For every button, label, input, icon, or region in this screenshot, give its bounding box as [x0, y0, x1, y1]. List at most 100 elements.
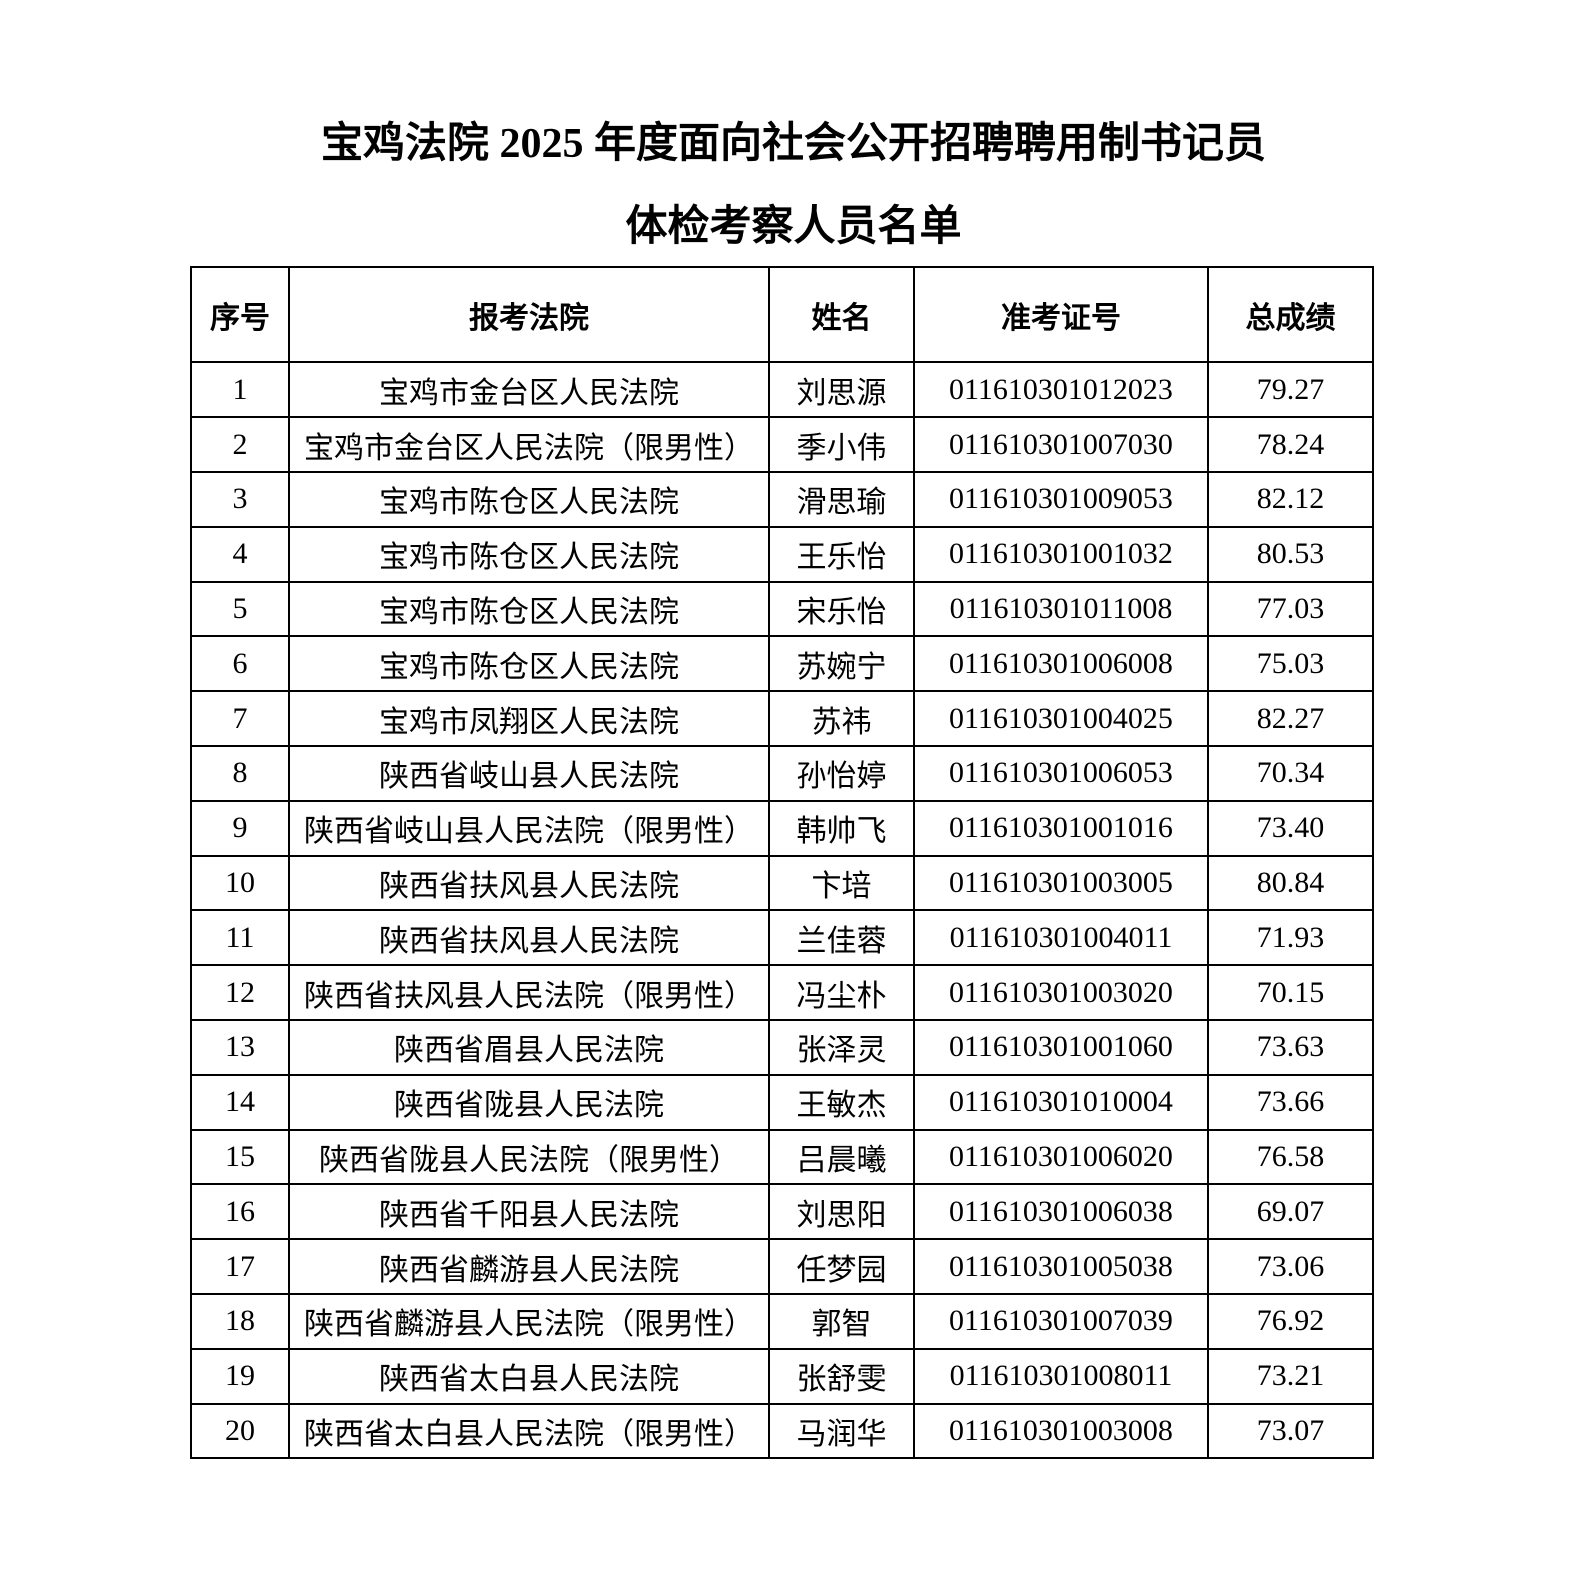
cell-name: 兰佳蓉	[768, 909, 915, 967]
cell-ticket-number: 011610301006038	[913, 1183, 1209, 1241]
table-row: 18 陕西省麟游县人民法院（限男性） 郭智 011610301007039 76.92	[190, 1292, 1374, 1350]
cell-score: 69.07	[1207, 1183, 1374, 1241]
cell-court: 宝鸡市陈仓区人民法院	[288, 635, 770, 693]
cell-score: 82.12	[1207, 470, 1374, 528]
table-row: 3 宝鸡市陈仓区人民法院 滑思瑜 011610301009053 82.12	[190, 470, 1374, 528]
cell-serial-number: 12	[190, 964, 290, 1021]
cell-serial-number: 16	[190, 1183, 290, 1241]
table-row: 9 陕西省岐山县人民法院（限男性） 韩帅飞 011610301001016 73.40	[190, 799, 1374, 857]
cell-score: 73.06	[1207, 1238, 1374, 1295]
cell-serial-number: 2	[190, 416, 290, 473]
cell-name: 孙怡婷	[768, 744, 915, 802]
cell-score: 82.27	[1207, 690, 1374, 747]
cell-serial-number: 18	[190, 1292, 290, 1350]
table-row: 16 陕西省千阳县人民法院 刘思阳 011610301006038 69.07	[190, 1183, 1374, 1241]
cell-court: 宝鸡市凤翔区人民法院	[288, 690, 770, 747]
page-title-line-1: 宝鸡法院 2025 年度面向社会公开招聘聘用制书记员	[320, 121, 1266, 167]
cell-ticket-number: 011610301003005	[913, 854, 1209, 912]
table-row: 8 陕西省岐山县人民法院 孙怡婷 011610301006053 70.34	[190, 744, 1374, 802]
cell-name: 韩帅飞	[768, 799, 915, 857]
cell-ticket-number: 011610301007039	[913, 1292, 1209, 1350]
cell-ticket-number: 011610301003008	[913, 1402, 1209, 1460]
table-row: 14 陕西省陇县人民法院 王敏杰 011610301010004 73.66	[190, 1073, 1374, 1131]
cell-score: 73.40	[1207, 799, 1374, 857]
cell-score: 75.03	[1207, 635, 1374, 693]
cell-name: 苏婉宁	[768, 635, 915, 693]
cell-name: 王乐怡	[768, 525, 915, 583]
cell-name: 马润华	[768, 1402, 915, 1460]
cell-serial-number: 7	[190, 690, 290, 747]
cell-serial-number: 20	[190, 1402, 290, 1460]
cell-court: 陕西省太白县人民法院（限男性）	[288, 1402, 770, 1460]
cell-name: 张泽灵	[768, 1018, 915, 1076]
cell-serial-number: 13	[190, 1018, 290, 1076]
cell-ticket-number: 011610301001032	[913, 525, 1209, 583]
cell-name: 刘思源	[768, 361, 915, 419]
cell-name: 王敏杰	[768, 1073, 915, 1131]
table-body: 1 宝鸡市金台区人民法院 刘思源 011610301012023 79.27 2 宝鸡市金台…	[190, 361, 1374, 1460]
cell-ticket-number: 011610301004011	[913, 909, 1209, 967]
cell-score: 77.03	[1207, 580, 1374, 638]
header-court: 报考法院	[288, 266, 770, 364]
cell-score: 73.07	[1207, 1402, 1374, 1460]
header-ticket-number: 准考证号	[913, 266, 1209, 364]
table-row: 11 陕西省扶风县人民法院 兰佳蓉 011610301004011 71.93	[190, 909, 1374, 967]
table-row: 6 宝鸡市陈仓区人民法院 苏婉宁 011610301006008 75.03	[190, 635, 1374, 693]
cell-serial-number: 6	[190, 635, 290, 693]
cell-score: 76.92	[1207, 1292, 1374, 1350]
table-row: 19 陕西省太白县人民法院 张舒雯 011610301008011 73.21	[190, 1347, 1374, 1405]
cell-ticket-number: 011610301006008	[913, 635, 1209, 693]
cell-score: 79.27	[1207, 361, 1374, 419]
page-title-line-2: 体检考察人员名单	[625, 204, 962, 251]
header-serial-number: 序号	[190, 266, 290, 364]
cell-court: 宝鸡市陈仓区人民法院	[288, 470, 770, 528]
cell-score: 76.58	[1207, 1128, 1374, 1186]
table-row: 4 宝鸡市陈仓区人民法院 王乐怡 011610301001032 80.53	[190, 525, 1374, 583]
cell-ticket-number: 011610301007030	[913, 416, 1209, 473]
table-row: 7 宝鸡市凤翔区人民法院 苏祎 011610301004025 82.27	[190, 690, 1374, 747]
table-row: 5 宝鸡市陈仓区人民法院 宋乐怡 011610301011008 77.03	[190, 580, 1374, 638]
cell-score: 70.15	[1207, 964, 1374, 1021]
cell-name: 刘思阳	[768, 1183, 915, 1241]
cell-serial-number: 10	[190, 854, 290, 912]
cell-score: 71.93	[1207, 909, 1374, 967]
cell-ticket-number: 011610301008011	[913, 1347, 1209, 1405]
cell-court: 陕西省麟游县人民法院（限男性）	[288, 1292, 770, 1350]
cell-court: 陕西省扶风县人民法院	[288, 909, 770, 967]
cell-court: 陕西省扶风县人民法院（限男性）	[288, 964, 770, 1021]
cell-ticket-number: 011610301004025	[913, 690, 1209, 747]
cell-score: 70.34	[1207, 744, 1374, 802]
cell-name: 卞培	[768, 854, 915, 912]
cell-court: 陕西省扶风县人民法院	[288, 854, 770, 912]
table-row: 1 宝鸡市金台区人民法院 刘思源 011610301012023 79.27	[190, 361, 1374, 419]
cell-name: 冯尘朴	[768, 964, 915, 1021]
cell-serial-number: 8	[190, 744, 290, 802]
cell-court: 宝鸡市陈仓区人民法院	[288, 525, 770, 583]
cell-serial-number: 17	[190, 1238, 290, 1295]
cell-court: 宝鸡市金台区人民法院	[288, 361, 770, 419]
cell-score: 73.63	[1207, 1018, 1374, 1076]
cell-court: 陕西省麟游县人民法院	[288, 1238, 770, 1295]
cell-serial-number: 9	[190, 799, 290, 857]
cell-serial-number: 19	[190, 1347, 290, 1405]
cell-ticket-number: 011610301001060	[913, 1018, 1209, 1076]
cell-court: 陕西省陇县人民法院	[288, 1073, 770, 1131]
cell-serial-number: 14	[190, 1073, 290, 1131]
cell-score: 73.66	[1207, 1073, 1374, 1131]
cell-court: 陕西省眉县人民法院	[288, 1018, 770, 1076]
cell-name: 滑思瑜	[768, 470, 915, 528]
cell-ticket-number: 011610301005038	[913, 1238, 1209, 1295]
table-row: 13 陕西省眉县人民法院 张泽灵 011610301001060 73.63	[190, 1018, 1374, 1076]
cell-serial-number: 15	[190, 1128, 290, 1186]
table-row: 15 陕西省陇县人民法院（限男性） 吕晨曦 011610301006020 76.58	[190, 1128, 1374, 1186]
table-row: 12 陕西省扶风县人民法院（限男性） 冯尘朴 011610301003020 70.15	[190, 964, 1374, 1021]
cell-court: 陕西省太白县人民法院	[288, 1347, 770, 1405]
cell-name: 郭智	[768, 1292, 915, 1350]
cell-court: 陕西省岐山县人民法院	[288, 744, 770, 802]
cell-serial-number: 4	[190, 525, 290, 583]
cell-name: 苏祎	[768, 690, 915, 747]
table-header-row: 序号 报考法院 姓名 准考证号 总成绩	[190, 266, 1374, 364]
cell-ticket-number: 011610301009053	[913, 470, 1209, 528]
cell-name: 任梦园	[768, 1238, 915, 1295]
